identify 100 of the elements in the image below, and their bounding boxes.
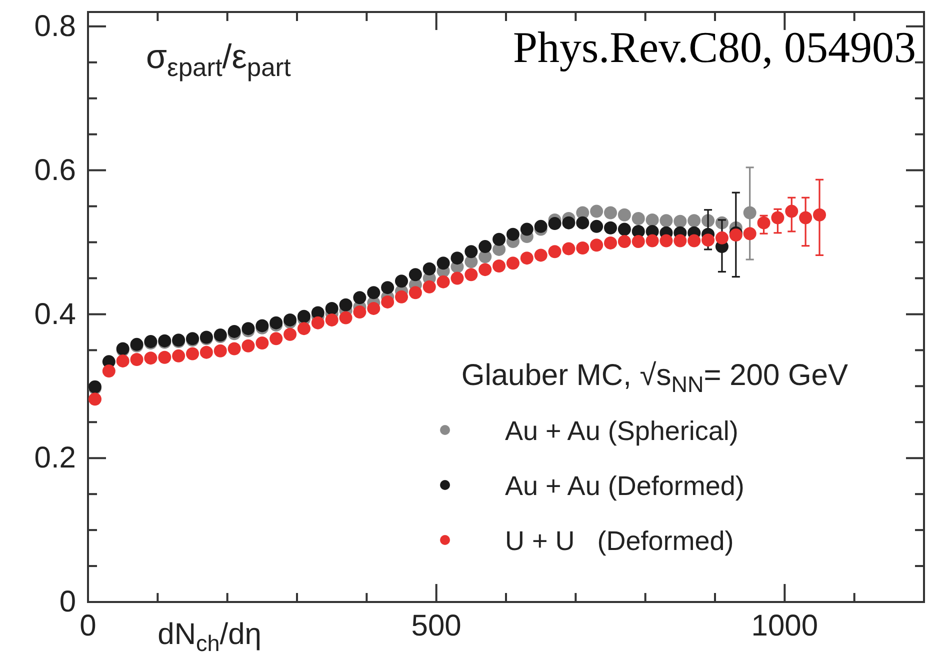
point [270,332,283,346]
point [604,221,617,234]
point [757,216,770,230]
point [646,234,659,248]
point [339,311,352,324]
point [102,364,116,378]
point [158,350,172,364]
point [702,234,715,247]
point [242,339,255,352]
annotation: Phys.Rev.C80, 054903 [513,23,916,72]
point [339,298,352,312]
point [450,252,464,265]
point [618,235,631,248]
point [548,217,562,230]
legend-label: Au + Au (Spherical) [505,416,738,446]
point [284,328,297,341]
point [381,281,394,294]
point [228,342,241,356]
point [492,232,506,246]
point [660,234,673,248]
point [646,213,659,226]
y-tick-label: 0.6 [34,154,76,187]
x-tick-label: 500 [411,609,462,642]
point [256,336,269,350]
point [450,272,464,285]
point [478,263,492,276]
point [422,280,436,294]
point [464,268,478,282]
point [743,206,756,220]
point [353,306,366,319]
point [297,322,310,336]
point [590,204,604,218]
point [799,211,812,224]
point [325,302,338,315]
point [436,256,450,270]
point [604,236,617,250]
y-tick-label: 0.8 [34,10,76,43]
point [715,231,728,244]
point [186,347,199,360]
point [478,240,492,254]
point [116,354,130,368]
point [618,222,631,236]
y-tick-label: 0.2 [34,442,76,475]
x-tick-label: 0 [80,609,96,642]
point [604,206,617,220]
point [228,324,241,338]
point [422,262,436,276]
point [464,245,478,258]
point [200,346,213,359]
x-tick-label: 1000 [751,609,818,642]
point [562,242,576,256]
point [297,310,310,323]
y-tick-label: 0.4 [34,298,76,331]
point [284,313,297,326]
point [562,216,576,230]
point [632,235,645,248]
point [395,290,408,304]
point [688,234,701,248]
point [311,316,324,330]
x-axis-title: dN$_{ch}$/dη [158,618,262,656]
point [632,212,645,225]
point [590,238,604,252]
point [771,211,784,224]
point [408,286,422,300]
y-axis-title: σ$_{εpart}$/ε$_{part}$ [146,38,291,82]
legend-title: Glauber MC, √s$_{NN}$= 200 GeV [461,359,848,397]
point [408,268,422,282]
point [506,256,520,270]
point [534,220,548,233]
legend-label: U + U (Deformed) [505,526,734,556]
point [436,275,450,288]
point [576,242,590,254]
point [813,208,826,222]
point [688,214,701,228]
y-tick-label: 0 [59,586,76,619]
point [576,216,590,230]
point [506,228,520,241]
point [743,227,756,240]
point [590,220,604,233]
point [548,245,562,258]
point [144,352,158,365]
point [367,286,380,300]
point [729,228,742,242]
point [674,234,687,248]
point [367,302,380,315]
point [353,291,366,304]
point [618,208,631,222]
point [785,204,798,218]
point [660,214,673,228]
point [88,392,102,406]
point [130,353,144,366]
point [674,214,687,228]
legend-label: Au + Au (Deformed) [505,471,744,501]
point [172,349,186,362]
point [214,344,227,358]
point [492,259,506,272]
point [381,295,394,308]
point [520,222,534,236]
point [520,252,534,265]
point [534,248,548,262]
